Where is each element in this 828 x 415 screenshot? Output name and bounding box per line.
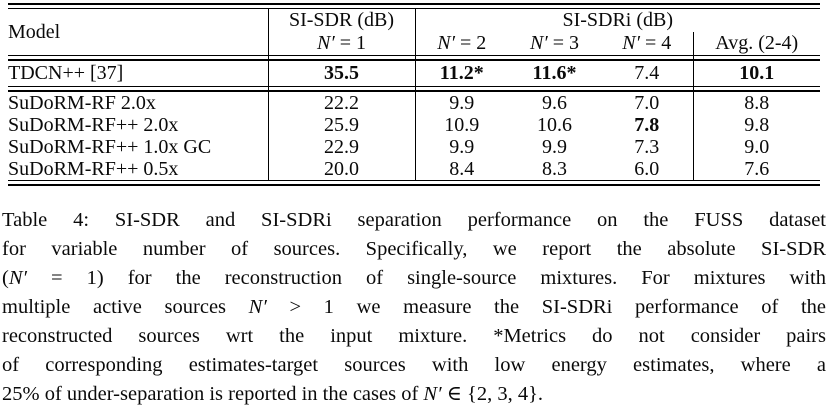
value-cell: 10.6 bbox=[537, 114, 572, 136]
model-cell: SuDoRM-RF 2.0x bbox=[8, 92, 156, 114]
bottom-rule-line bbox=[8, 180, 820, 186]
value-cell: 6.0 bbox=[634, 158, 660, 180]
value-cell: 11.2* bbox=[414, 60, 508, 87]
top-rule bbox=[8, 3, 820, 9]
header-n4: N′ = 4 bbox=[601, 32, 693, 56]
value-cell: 10.1 bbox=[692, 60, 820, 87]
table-caption: Table 4: SI-SDR and SI-SDRi separation p… bbox=[2, 206, 826, 409]
value-cell: 9.9 bbox=[414, 91, 508, 114]
n-prime-symbol: N′ bbox=[437, 32, 455, 54]
table-row-sudorm-pp-2x: SuDoRM-RF++ 2.0x 25.9 10.9 10.6 7.8 9.8 bbox=[8, 114, 820, 136]
model-cell: SuDoRM-RF++ 2.0x bbox=[8, 114, 179, 136]
value-cell: 7.3 bbox=[634, 136, 660, 158]
value-cell: 22.9 bbox=[267, 136, 415, 158]
caption-line: Table 4: SI-SDR and SI-SDRi separation p… bbox=[2, 209, 826, 231]
n-prime-symbol: N′ bbox=[530, 32, 548, 54]
value-cell: 7.8 bbox=[634, 114, 660, 136]
model-cell: SuDoRM-RF++ 0.5x bbox=[8, 158, 179, 180]
value-cell: 9.9 bbox=[414, 136, 508, 158]
caption-line: for variable number of sources. Specific… bbox=[2, 238, 826, 260]
model-cell: TDCN++ [37] bbox=[8, 62, 124, 84]
value-cell: 9.6 bbox=[542, 92, 567, 114]
bottom-rule bbox=[8, 180, 820, 186]
n-prime-symbol: N′ bbox=[8, 267, 27, 289]
header-n3: N′ = 3 bbox=[508, 32, 601, 56]
table-row-sudorm-pp-1x-gc: SuDoRM-RF++ 1.0x GC 22.9 9.9 9.9 7.3 9.0 bbox=[8, 136, 820, 158]
n-prime-symbol: N′ bbox=[317, 32, 335, 54]
value-cell: 8.8 bbox=[692, 91, 820, 114]
header-separator-rule bbox=[8, 55, 820, 61]
value-cell: 7.0 bbox=[634, 92, 660, 114]
results-table: Model SI-SDR (dB) SI-SDRi (dB) N′ = 1 N′… bbox=[8, 3, 820, 186]
header-model: Model bbox=[8, 20, 61, 43]
top-rule-line bbox=[8, 3, 820, 9]
value-cell: 8.3 bbox=[542, 158, 567, 180]
table-row-sudorm-2x: SuDoRM-RF 2.0x 22.2 9.9 9.6 7.0 8.8 bbox=[8, 91, 820, 114]
caption-line: multiple active sources N′ > 1 we measur… bbox=[2, 296, 826, 318]
caption-line: 25% of under-separation is reported in t… bbox=[2, 383, 544, 405]
n-prime-symbol: N′ bbox=[423, 383, 442, 405]
caption-line: of corresponding estimates-target source… bbox=[2, 354, 826, 376]
value-cell: 7.4 bbox=[634, 62, 660, 84]
header-n3-eq: = 3 bbox=[547, 32, 579, 54]
header-n2: N′ = 2 bbox=[414, 32, 508, 56]
caption-line: (N′ = 1) for the reconstruction of singl… bbox=[2, 267, 826, 289]
header-n1-eq: = 1 bbox=[334, 32, 366, 54]
header-row-1: Model SI-SDR (dB) SI-SDRi (dB) bbox=[8, 8, 820, 43]
header-avg: Avg. (2-4) bbox=[692, 32, 820, 56]
value-cell: 11.6* bbox=[532, 62, 577, 84]
table-row-sudorm-pp-05x: SuDoRM-RF++ 0.5x 20.0 8.4 8.3 6.0 7.6 bbox=[8, 158, 820, 181]
header-n4-eq: = 4 bbox=[639, 32, 672, 54]
baseline-separator-rule bbox=[8, 86, 820, 92]
value-cell: 22.2 bbox=[267, 91, 415, 114]
value-cell: 8.4 bbox=[414, 158, 508, 181]
value-cell: 7.6 bbox=[692, 158, 820, 181]
value-cell: 10.9 bbox=[414, 114, 508, 136]
n-prime-symbol: N′ bbox=[248, 296, 267, 318]
header-n2-eq: = 2 bbox=[454, 32, 487, 54]
table-row-tdcn: TDCN++ [37] 35.5 11.2* 11.6* 7.4 10.1 bbox=[8, 60, 820, 87]
value-cell: 9.8 bbox=[692, 114, 820, 136]
n-prime-symbol: N′ bbox=[622, 32, 640, 54]
value-cell: 25.9 bbox=[267, 114, 415, 136]
header-si-sdri: SI-SDRi (dB) bbox=[414, 8, 820, 32]
header-si-sdr: SI-SDR (dB) bbox=[267, 8, 415, 32]
header-n1: N′ = 1 bbox=[267, 32, 415, 56]
value-cell: 9.0 bbox=[692, 136, 820, 158]
value-cell: 9.9 bbox=[542, 136, 567, 158]
caption-line: reconstructed sources wrt the input mixt… bbox=[2, 325, 826, 347]
header-row-2: N′ = 1 N′ = 2 N′ = 3 N′ = 4 Avg. (2-4) bbox=[8, 32, 820, 56]
model-cell: SuDoRM-RF++ 1.0x GC bbox=[8, 136, 212, 158]
value-cell: 35.5 bbox=[267, 60, 415, 87]
value-cell: 20.0 bbox=[267, 158, 415, 181]
paper-figure: Model SI-SDR (dB) SI-SDRi (dB) N′ = 1 N′… bbox=[0, 3, 828, 415]
